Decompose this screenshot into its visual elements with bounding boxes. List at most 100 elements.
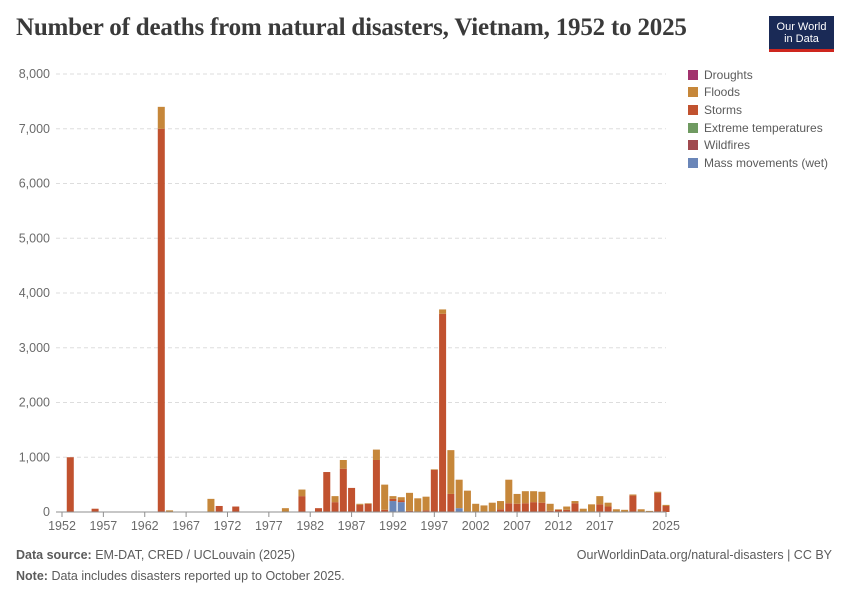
bar-floods-1988[interactable] xyxy=(356,503,364,505)
bar-floods-2025[interactable] xyxy=(662,504,670,506)
bar-floods-2007[interactable] xyxy=(513,493,521,504)
bar-floods-2006[interactable] xyxy=(505,479,513,504)
bar-storms-1992[interactable] xyxy=(389,498,397,502)
bar-storms-1971[interactable] xyxy=(215,505,223,512)
bar-storms-2006[interactable] xyxy=(505,503,513,512)
bar-floods-2008[interactable] xyxy=(521,491,529,504)
bar-floods-1979[interactable] xyxy=(281,508,289,512)
bar-floods-2001[interactable] xyxy=(463,490,471,512)
legend-item-extreme-temperatures[interactable]: Extreme temperatures xyxy=(688,119,828,137)
bar-floods-2018[interactable] xyxy=(604,502,612,507)
bar-floods-1990[interactable] xyxy=(372,449,380,460)
bar-floods-2023[interactable] xyxy=(645,510,653,512)
bar-storms-2014[interactable] xyxy=(571,503,579,512)
bar-floods-2010[interactable] xyxy=(538,491,546,503)
bar-storms-1985[interactable] xyxy=(331,502,339,512)
bar-storms-1999[interactable] xyxy=(447,493,455,512)
bar-floods-2000[interactable] xyxy=(455,479,463,509)
bar-floods-2015[interactable] xyxy=(579,508,587,512)
bar-floods-2004[interactable] xyxy=(488,502,496,512)
bar-storms-1998[interactable] xyxy=(439,313,447,512)
bar-floods-2003[interactable] xyxy=(480,505,488,512)
legend-item-storms[interactable]: Storms xyxy=(688,101,828,119)
owid-logo[interactable]: Our World in Data xyxy=(769,16,834,52)
bar-storms-1981[interactable] xyxy=(298,496,306,512)
bar-mass-movements-wet--2000[interactable] xyxy=(455,508,463,512)
bar-floods-1989[interactable] xyxy=(364,503,372,504)
bar-floods-1970[interactable] xyxy=(207,498,215,512)
bar-storms-1986[interactable] xyxy=(339,468,347,512)
bar-floods-2022[interactable] xyxy=(637,509,645,512)
bar-storms-1997[interactable] xyxy=(430,469,438,512)
bar-storms-1993[interactable] xyxy=(397,500,405,503)
bar-storms-2012[interactable] xyxy=(554,509,562,512)
bar-storms-1989[interactable] xyxy=(364,503,372,512)
bar-floods-2009[interactable] xyxy=(530,491,538,503)
bar-storms-1996[interactable] xyxy=(422,510,430,512)
bar-floods-1981[interactable] xyxy=(298,489,306,497)
bar-storms-2018[interactable] xyxy=(604,506,612,512)
legend-item-mass-movements-wet-[interactable]: Mass movements (wet) xyxy=(688,154,828,172)
legend-item-wildfires[interactable]: Wildfires xyxy=(688,136,828,154)
bar-storms-2017[interactable] xyxy=(596,504,604,512)
bar-storms-1964[interactable] xyxy=(157,128,165,512)
bar-storms-2021[interactable] xyxy=(629,495,637,512)
bar-storms-1973[interactable] xyxy=(232,506,240,512)
bar-floods-2019[interactable] xyxy=(612,509,620,512)
bar-floods-2005[interactable] xyxy=(497,501,505,510)
bar-storms-2005[interactable] xyxy=(497,509,505,512)
bar-storms-1953[interactable] xyxy=(66,457,74,512)
bar-floods-2021[interactable] xyxy=(629,494,637,496)
bar-floods-1997[interactable] xyxy=(430,469,438,470)
bar-floods-2017[interactable] xyxy=(596,496,604,505)
bar-storms-2013[interactable] xyxy=(563,509,571,512)
bar-floods-1991[interactable] xyxy=(381,484,389,510)
bar-floods-1985[interactable] xyxy=(331,496,339,503)
bar-floods-1965[interactable] xyxy=(166,510,174,512)
bar-storms-2009[interactable] xyxy=(530,502,538,512)
bar-storms-1994[interactable] xyxy=(405,510,414,512)
bar-storms-2008[interactable] xyxy=(521,503,529,512)
y-axis-ticks: 0 1,000 2,000 3,000 4,000 5,000 6,000 7,000 8,00… xyxy=(19,67,50,519)
x-tick-label: 2012 xyxy=(545,519,573,533)
bar-floods-2024[interactable] xyxy=(654,491,662,493)
bar-floods-1986[interactable] xyxy=(339,459,347,469)
bar-floods-1964[interactable] xyxy=(157,106,165,129)
bar-floods-1996[interactable] xyxy=(422,496,430,511)
bar-storms-2025[interactable] xyxy=(662,505,670,512)
bar-floods-2016[interactable] xyxy=(588,504,596,512)
legend-swatch xyxy=(688,140,698,151)
bar-mass-movements-wet--1993[interactable] xyxy=(397,502,405,512)
bar-floods-1995[interactable] xyxy=(414,498,422,512)
bar-floods-2014[interactable] xyxy=(571,501,579,504)
bar-floods-2020[interactable] xyxy=(621,509,629,512)
x-tick-label: 1957 xyxy=(89,519,117,533)
bar-floods-1992[interactable] xyxy=(389,496,397,499)
x-tick-label: 2017 xyxy=(586,519,614,533)
source-url-link[interactable]: OurWorldinData.org/natural-disasters | C… xyxy=(576,548,832,562)
bar-floods-2011[interactable] xyxy=(546,503,554,511)
bar-storms-1956[interactable] xyxy=(91,508,99,512)
bar-storms-2010[interactable] xyxy=(538,502,546,512)
bar-storms-2011[interactable] xyxy=(546,510,554,512)
bar-storms-2024[interactable] xyxy=(654,492,662,512)
bar-floods-1994[interactable] xyxy=(405,492,414,511)
legend-item-droughts[interactable]: Droughts xyxy=(688,66,828,84)
bar-floods-1993[interactable] xyxy=(397,497,405,501)
bar-storms-1984[interactable] xyxy=(323,472,331,512)
bar-floods-1998[interactable] xyxy=(439,309,447,314)
legend-item-floods[interactable]: Floods xyxy=(688,84,828,102)
x-tick-label: 1962 xyxy=(131,519,159,533)
bar-storms-1983[interactable] xyxy=(314,508,323,512)
bar-storms-2007[interactable] xyxy=(513,503,521,512)
bar-floods-2002[interactable] xyxy=(472,503,480,512)
bar-storms-1987[interactable] xyxy=(348,487,356,512)
bar-storms-1988[interactable] xyxy=(356,504,364,512)
bar-storms-1990[interactable] xyxy=(372,459,380,512)
bar-floods-1999[interactable] xyxy=(447,450,455,494)
bar-floods-2012[interactable] xyxy=(554,509,562,510)
bar-floods-2013[interactable] xyxy=(563,506,571,510)
bar-storms-1991[interactable] xyxy=(381,509,389,512)
bar-mass-movements-wet--1992[interactable] xyxy=(389,501,397,512)
